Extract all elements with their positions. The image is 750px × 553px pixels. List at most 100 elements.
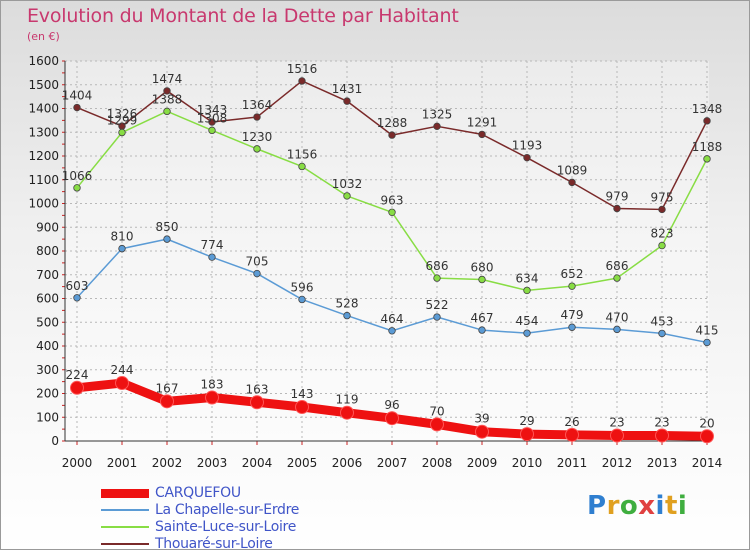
data-label: 1308 (197, 111, 228, 125)
data-point (163, 235, 171, 243)
legend-swatch (101, 489, 149, 498)
x-tick-label: 2006 (332, 456, 363, 470)
data-label: 224 (66, 368, 89, 382)
data-point (568, 178, 576, 187)
data-label: 20 (699, 416, 714, 430)
data-point (478, 326, 486, 334)
data-point (208, 253, 216, 261)
data-label: 850 (156, 220, 179, 234)
y-tick-label: 1400 (28, 102, 59, 116)
legend-label: Sainte-Luce-sur-Loire (155, 519, 297, 535)
logo-letter: i (677, 491, 688, 521)
data-label: 1089 (557, 163, 588, 177)
x-tick-label: 2005 (287, 456, 318, 470)
data-point (655, 428, 669, 443)
data-label: 70 (429, 404, 444, 418)
chart-title: Evolution du Montant de la Dette par Hab… (27, 5, 459, 27)
data-point (250, 395, 264, 410)
data-point (385, 411, 399, 426)
data-label: 467 (471, 311, 494, 325)
data-label: 479 (561, 308, 584, 322)
data-label: 1474 (152, 72, 183, 86)
x-tick-label: 2004 (242, 456, 273, 470)
data-point (208, 118, 216, 126)
data-label: 23 (609, 416, 624, 430)
data-label: 1388 (152, 92, 183, 106)
data-point (478, 130, 486, 139)
x-tick-label: 2009 (467, 456, 498, 470)
data-point (388, 208, 396, 216)
data-point (73, 103, 81, 112)
data-point (163, 107, 171, 116)
data-point (613, 274, 621, 282)
data-point (568, 282, 576, 290)
data-label: 634 (516, 271, 539, 285)
x-tick-label: 2008 (422, 456, 453, 470)
data-label: 774 (201, 238, 224, 252)
y-tick-label: 1300 (28, 125, 59, 139)
data-label: 528 (336, 297, 359, 311)
x-tick-label: 2010 (512, 456, 543, 470)
data-point (658, 205, 666, 214)
y-tick-label: 500 (36, 315, 59, 329)
data-label: 1291 (467, 115, 498, 129)
data-label: 464 (381, 312, 404, 326)
data-point (520, 427, 534, 442)
data-point (568, 323, 576, 331)
y-tick-label: 400 (36, 339, 59, 353)
data-point (163, 87, 171, 95)
data-point (433, 122, 441, 131)
data-label: 163 (246, 382, 269, 396)
logo-letter: P (587, 491, 607, 521)
data-label: 1516 (287, 62, 318, 76)
data-point (343, 97, 351, 105)
data-label: 680 (471, 261, 494, 275)
x-tick-label: 2001 (107, 456, 138, 470)
y-tick-label: 900 (36, 220, 59, 234)
data-label: 705 (246, 255, 269, 269)
logo-letter: r (606, 491, 620, 521)
data-point (475, 424, 489, 439)
data-label: 1364 (242, 98, 273, 112)
data-point (478, 275, 486, 284)
data-point (703, 155, 711, 163)
data-point (430, 417, 444, 432)
data-label: 1299 (107, 113, 138, 127)
data-point (70, 380, 84, 395)
x-tick-label: 2012 (602, 456, 633, 470)
data-label: 23 (654, 416, 669, 430)
data-label: 823 (651, 227, 674, 241)
data-point (523, 286, 531, 295)
logo-letter: i (655, 491, 665, 521)
data-point (613, 325, 621, 334)
data-label: 1193 (512, 139, 543, 153)
y-tick-label: 1500 (28, 78, 59, 92)
data-point (115, 376, 129, 391)
legend-label: Thouaré-sur-Loire (155, 536, 273, 552)
y-tick-label: 100 (36, 410, 59, 424)
y-tick-label: 1600 (28, 54, 59, 68)
data-point (523, 329, 531, 337)
data-point (343, 311, 351, 320)
data-label: 29 (519, 414, 534, 428)
data-label: 522 (426, 298, 449, 312)
data-point (433, 313, 441, 321)
data-point (298, 295, 306, 304)
proxiti-logo: Proxiti (587, 491, 687, 521)
legend-label: CARQUEFOU (155, 485, 241, 501)
data-point (253, 113, 261, 121)
data-point (253, 269, 261, 278)
data-label: 975 (651, 190, 674, 204)
data-label: 119 (336, 393, 359, 407)
data-label: 686 (606, 259, 629, 273)
x-tick-label: 2007 (377, 456, 408, 470)
x-tick-label: 2014 (692, 456, 723, 470)
data-label: 1188 (692, 140, 723, 154)
y-tick-label: 0 (51, 434, 59, 448)
logo-letter: o (619, 491, 639, 521)
data-point (610, 428, 624, 443)
data-label: 810 (111, 230, 134, 244)
data-label: 1343 (197, 103, 228, 117)
